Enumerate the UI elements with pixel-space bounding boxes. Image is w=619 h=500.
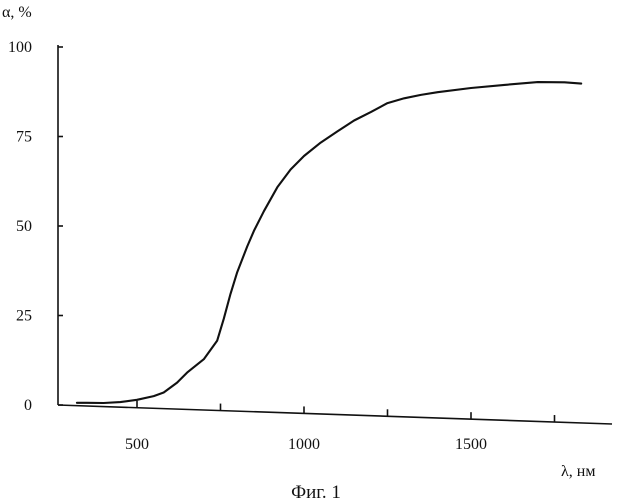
x-tick-label: 500 xyxy=(125,436,149,453)
y-tick-label: 25 xyxy=(16,308,32,325)
x-axis-line xyxy=(58,405,612,424)
y-tick-label: 75 xyxy=(16,129,32,146)
figure-caption: Фиг. 1 xyxy=(291,482,341,500)
x-axis-title: λ, нм xyxy=(561,463,595,480)
y-tick-label: 50 xyxy=(16,218,32,235)
series-line xyxy=(77,82,581,403)
x-ticks: 500 1000 1500 xyxy=(125,401,555,453)
x-tick-label: 1000 xyxy=(288,436,320,453)
y-tick-label: 0 xyxy=(24,397,32,414)
y-tick-label: 100 xyxy=(8,39,32,56)
y-ticks: 0 25 50 75 100 xyxy=(8,39,63,414)
x-tick-label: 1500 xyxy=(455,436,487,453)
y-axis-title: α, % xyxy=(2,4,32,21)
